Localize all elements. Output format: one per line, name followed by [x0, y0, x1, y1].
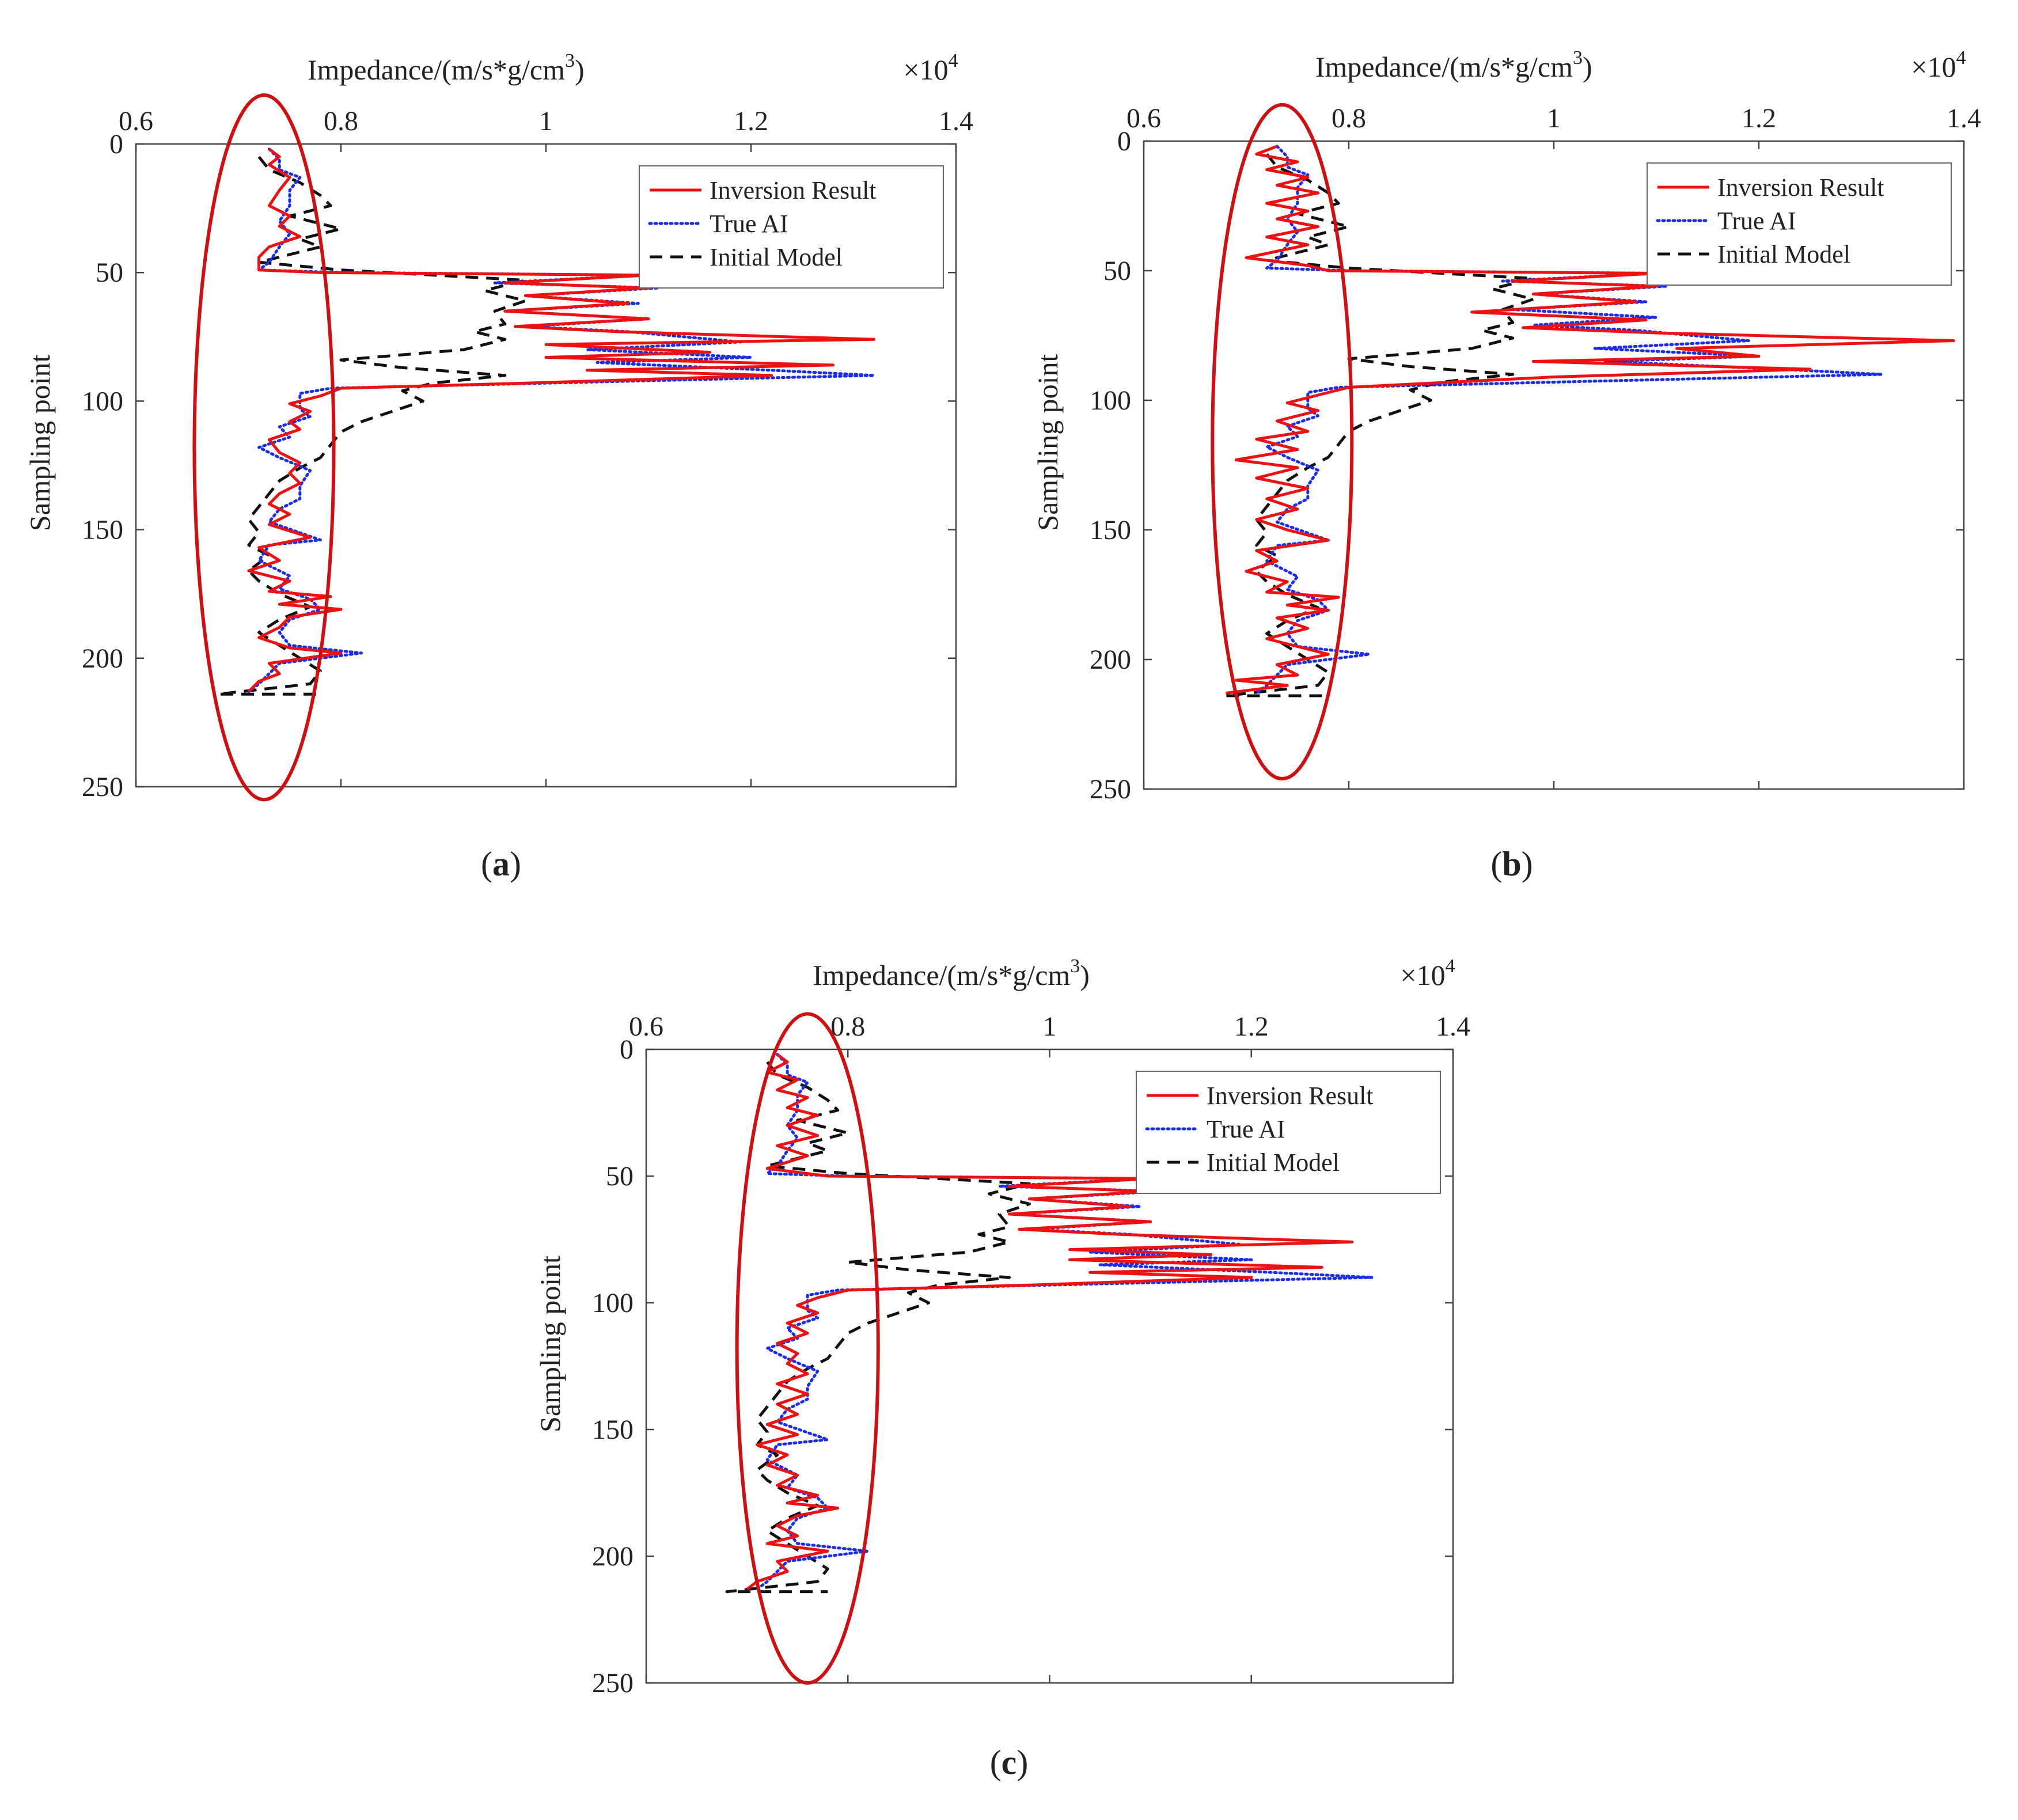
- x-axis-title: Impedance/(m/s*g/cm3): [1315, 47, 1592, 83]
- y-tick-label: 200: [592, 1541, 634, 1572]
- series-line-inversion-result: [1226, 145, 1955, 695]
- series-line-initial-model: [216, 156, 527, 696]
- legend-entry: Inversion Result: [1717, 173, 1884, 202]
- y-tick-label: 0: [620, 1034, 634, 1065]
- series-line-initial-model: [1224, 153, 1535, 697]
- y-tick-label: 100: [1090, 385, 1131, 416]
- x-tick-label: 1.4: [939, 106, 973, 136]
- y-axis-title: Sampling point: [534, 1256, 566, 1432]
- x-tick-label: 1.4: [1947, 103, 1981, 134]
- x-tick-label: 0.6: [629, 1011, 663, 1042]
- x-tick-label: 1: [1043, 1011, 1057, 1042]
- series-line-inversion-result: [247, 147, 876, 693]
- legend: Inversion Result True AI Initial Model: [1136, 1071, 1441, 1194]
- legend-entry: True AI: [710, 210, 788, 238]
- x-tick-label: 1.2: [1742, 103, 1776, 134]
- x-axis-multiplier: ×104: [1400, 955, 1455, 991]
- y-tick-label: 250: [1090, 774, 1131, 805]
- chart-panel-b: 0.6 0.8 1 1.2 1.4 0 50 100 150 200 250 Impedance/(m…: [1031, 47, 1981, 805]
- x-axis-multiplier: ×104: [1911, 47, 1966, 83]
- y-tick-label: 100: [592, 1288, 634, 1318]
- legend-box: [1136, 1071, 1441, 1194]
- x-tick-label: 0.8: [1332, 103, 1366, 134]
- y-tick-label: 50: [96, 257, 123, 288]
- x-tick-label: 1: [1547, 103, 1561, 134]
- x-tick-label: 0.8: [830, 1011, 865, 1042]
- x-tick-label: 1.2: [1234, 1011, 1269, 1042]
- highlight-ellipse: [192, 93, 336, 802]
- legend-box: [639, 165, 944, 289]
- legend-box: [1647, 162, 1952, 286]
- highlight-ellipse: [735, 1012, 880, 1685]
- legend-entry: True AI: [1207, 1115, 1285, 1143]
- x-tick-label: 0.8: [324, 106, 358, 136]
- x-axis-multiplier: ×104: [903, 50, 958, 86]
- y-tick-label: 100: [82, 386, 123, 416]
- x-tick-label: 0.6: [1126, 103, 1161, 134]
- y-tick-label: 50: [1103, 256, 1131, 286]
- x-tick-label: 0.6: [119, 106, 153, 136]
- panel-label: (a): [481, 845, 521, 883]
- x-tick-label: 1: [539, 106, 553, 136]
- panel-label: (c): [990, 1743, 1029, 1781]
- y-tick-label: 0: [1117, 126, 1131, 157]
- y-tick-label: 50: [606, 1161, 634, 1192]
- legend-entry: True AI: [1717, 207, 1796, 235]
- panel-label: (b): [1490, 845, 1533, 883]
- series-line-inversion-result: [746, 1053, 1354, 1591]
- x-tick-label: 1.2: [734, 106, 768, 136]
- x-axis-title: Impedance/(m/s*g/cm3): [813, 955, 1090, 991]
- y-tick-label: 150: [1090, 515, 1131, 545]
- legend-entry: Initial Model: [1207, 1148, 1340, 1177]
- x-axis-title: Impedance/(m/s*g/cm3): [308, 50, 585, 86]
- chart-panel-a: 0.6 0.8 1 1.2 1.4 0 50 100 150 200 250 Impedance/(m…: [24, 50, 973, 802]
- y-tick-label: 250: [592, 1668, 634, 1698]
- y-tick-label: 150: [592, 1415, 634, 1445]
- y-tick-label: 150: [82, 515, 123, 545]
- legend-entry: Initial Model: [1717, 240, 1850, 268]
- highlight-ellipse: [1211, 103, 1354, 780]
- legend: Inversion Result True AI Initial Model: [639, 165, 944, 289]
- legend-entry: Inversion Result: [1207, 1082, 1374, 1110]
- y-axis-title: Sampling point: [24, 354, 56, 531]
- y-axis-title: Sampling point: [1031, 354, 1064, 531]
- chart-panel-c: 0.6 0.8 1 1.2 1.4 0 50 100 150 200 250 Impedance/(m…: [534, 955, 1470, 1698]
- y-tick-label: 250: [82, 772, 123, 802]
- y-tick-label: 200: [1090, 644, 1131, 675]
- y-tick-label: 200: [82, 643, 123, 674]
- y-tick-label: 0: [109, 129, 123, 160]
- legend-entry: Inversion Result: [710, 176, 877, 204]
- legend-entry: Initial Model: [710, 243, 843, 271]
- legend: Inversion Result True AI Initial Model: [1647, 162, 1952, 286]
- x-tick-label: 1.4: [1436, 1011, 1470, 1042]
